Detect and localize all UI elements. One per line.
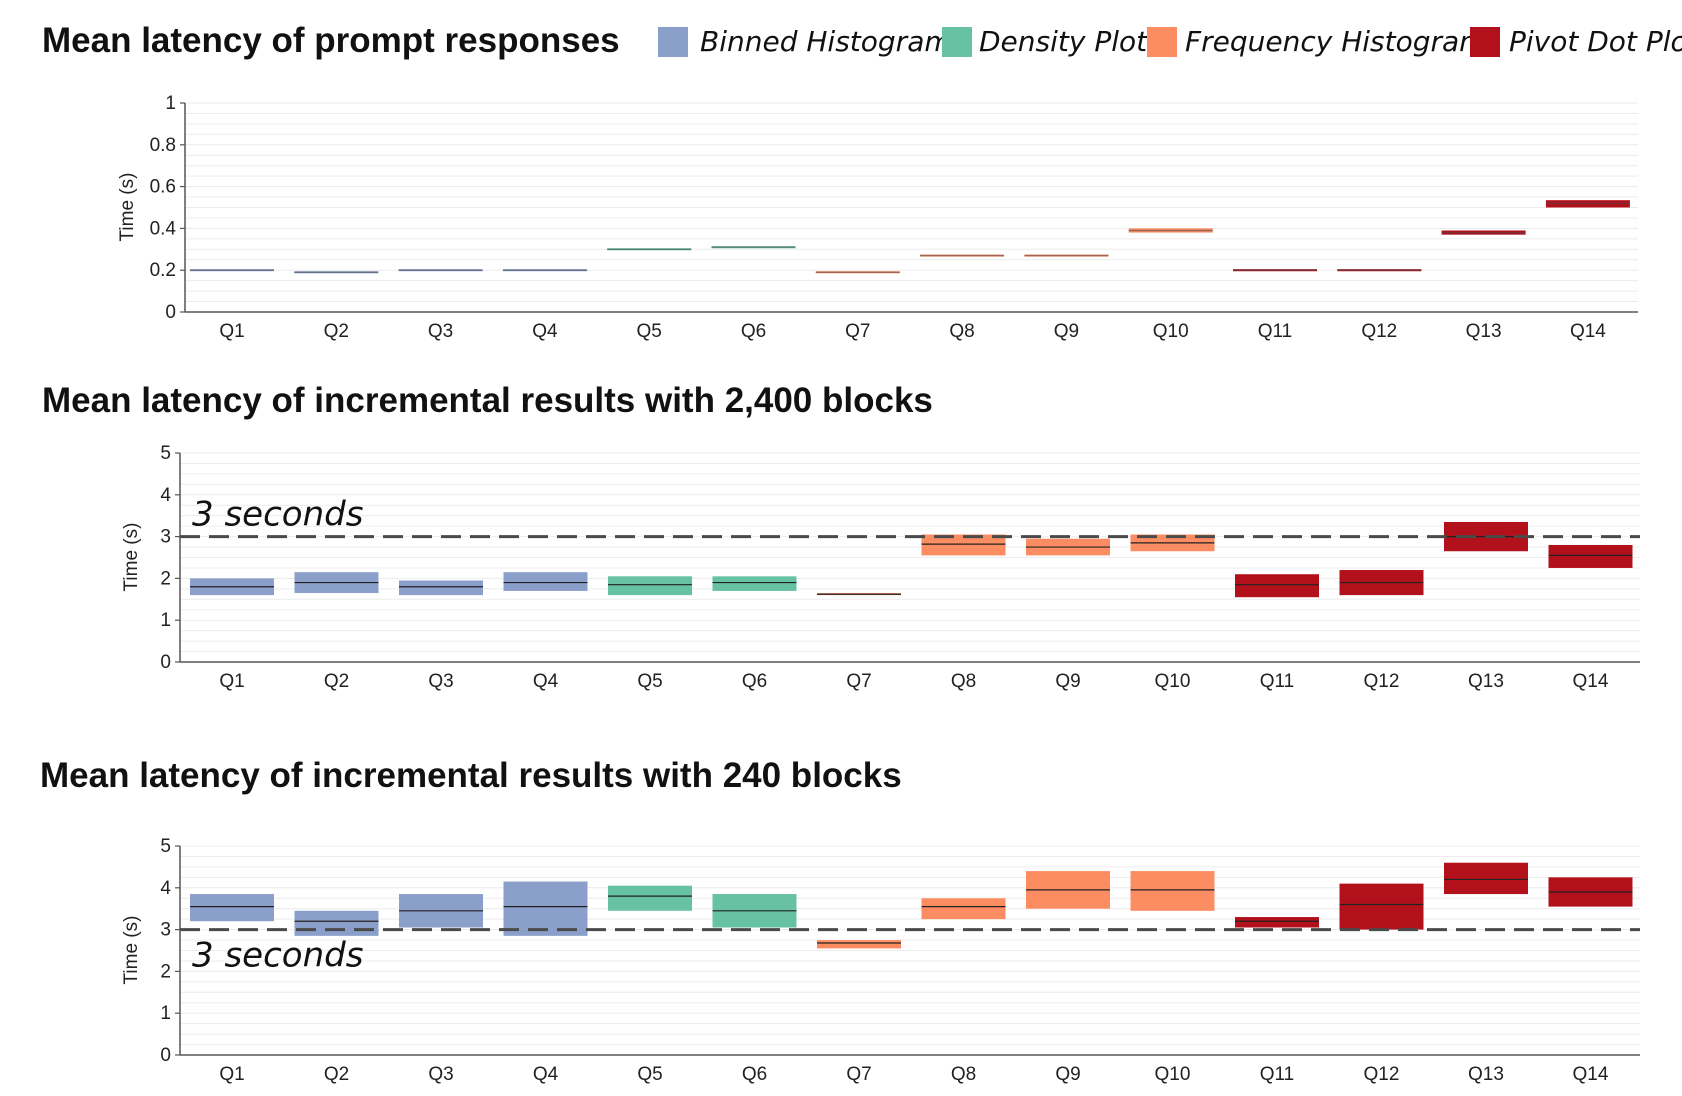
y-tick-label: 5 [160, 443, 171, 464]
y-tick-label: 5 [160, 836, 171, 857]
interval-band-q11 [1235, 574, 1319, 598]
y-tick-label: 0 [160, 652, 171, 673]
x-tick-label: Q3 [428, 1064, 453, 1085]
legend-swatch-binned [658, 27, 688, 57]
y-tick-label: 4 [160, 485, 171, 506]
y-tick-label: 0 [165, 302, 176, 323]
y-tick-label: 3 [160, 920, 171, 941]
x-tick-label: Q4 [533, 671, 559, 692]
x-tick-label: Q14 [1570, 321, 1606, 342]
x-tick-label: Q5 [637, 321, 662, 342]
x-tick-label: Q12 [1361, 321, 1397, 342]
interval-band-q2 [294, 910, 379, 936]
x-tick-label: Q10 [1153, 321, 1189, 342]
x-tick-label: Q5 [637, 671, 662, 692]
y-tick-label: 0.6 [150, 177, 176, 198]
legend-label-frequency: Frequency Histogram [1185, 25, 1486, 58]
x-tick-label: Q11 [1258, 321, 1293, 342]
x-tick-label: Q9 [1055, 1064, 1080, 1085]
y-tick-label: 1 [160, 1003, 171, 1024]
legend-swatch-density [942, 27, 972, 57]
x-tick-label: Q1 [219, 671, 244, 692]
y-tick-label: 0.8 [150, 135, 176, 156]
interval-band-q5 [608, 885, 692, 911]
interval-band-q4 [503, 881, 588, 936]
x-tick-label: Q7 [846, 1064, 871, 1085]
interval-band-q3 [399, 580, 483, 596]
plot-240-blocks: 0 1 2 3 4 5 Time (s) Q1 Q2 Q3 Q4 Q5 Q6 Q7 Q8 Q9 Q10 Q11 Q1… [121, 836, 1640, 1085]
x-tick-label: Q10 [1155, 671, 1191, 692]
x-tick-label: Q3 [428, 321, 453, 342]
y-tick-label: 2 [160, 961, 171, 982]
x-tick-label: Q2 [324, 1064, 349, 1085]
y-axis-label: Time (s) [117, 173, 138, 242]
plot-prompt-responses: 0 0.2 0.4 0.6 0.8 1 Time (s) Q1 Q2 Q3 Q4 Q5 Q6 Q7 Q8 Q9… [117, 93, 1638, 342]
x-tick-label: Q9 [1054, 321, 1079, 342]
legend-label-pivot: Pivot Dot Plot [1509, 25, 1682, 58]
x-tick-label: Q8 [949, 321, 974, 342]
x-tick-label: Q12 [1364, 671, 1400, 692]
x-tick-label: Q1 [219, 1064, 244, 1085]
x-tick-label: Q8 [951, 1064, 976, 1085]
reference-label: 3 seconds [192, 495, 363, 535]
interval-band-q5 [608, 576, 692, 596]
x-tick-label: Q7 [846, 671, 871, 692]
plot-2400-blocks: 0 1 2 3 4 5 Time (s) Q1 Q2 Q3 Q4 Q5 Q6 Q7 Q8 Q9 Q10 Q11 Q1… [121, 443, 1640, 692]
y-axis-label: Time (s) [121, 523, 142, 592]
legend-label-density: Density Plot [979, 25, 1148, 58]
x-tick-label: Q3 [428, 671, 453, 692]
y-tick-label: 0.2 [150, 260, 176, 281]
x-tick-label: Q11 [1260, 671, 1295, 692]
y-tick-label: 0 [160, 1045, 171, 1066]
legend-swatch-frequency [1147, 27, 1177, 57]
chart-title-2400: Mean latency of incremental results with… [42, 381, 933, 420]
x-tick-label: Q5 [637, 1064, 662, 1085]
y-tick-label: 4 [160, 878, 171, 899]
x-tick-label: Q11 [1260, 1064, 1295, 1085]
interval-band-q6 [712, 576, 797, 591]
x-tick-label: Q10 [1155, 1064, 1191, 1085]
interval-band-q11 [1235, 917, 1319, 928]
x-tick-label: Q13 [1468, 671, 1504, 692]
interval-band-q13 [1444, 862, 1528, 895]
x-tick-label: Q6 [741, 321, 766, 342]
x-tick-label: Q2 [324, 321, 349, 342]
y-tick-label: 1 [160, 610, 171, 631]
chart-title-prompt: Mean latency of prompt responses [42, 21, 620, 60]
y-axis-label: Time (s) [121, 916, 142, 985]
y-tick-label: 3 [160, 527, 171, 548]
interval-band-q1 [190, 894, 274, 922]
x-tick-label: Q7 [845, 321, 870, 342]
interval-band-q4 [503, 572, 588, 591]
interval-band-q10 [1130, 871, 1215, 911]
y-tick-label: 1 [165, 93, 176, 114]
x-tick-label: Q14 [1573, 671, 1609, 692]
x-tick-label: Q4 [532, 321, 558, 342]
interval-band-q8 [921, 898, 1006, 920]
interval-band-q8 [921, 534, 1006, 556]
interval-band-q12 [1339, 883, 1424, 930]
x-tick-label: Q12 [1364, 1064, 1400, 1085]
interval-band-q7 [817, 940, 901, 949]
legend: Binned Histogram Density Plot Frequency … [658, 25, 1682, 58]
chart-title-240: Mean latency of incremental results with… [40, 756, 902, 795]
x-tick-label: Q13 [1466, 321, 1502, 342]
x-tick-label: Q13 [1468, 1064, 1504, 1085]
x-tick-label: Q6 [742, 1064, 767, 1085]
x-tick-label: Q8 [951, 671, 976, 692]
y-tick-label: 2 [160, 568, 171, 589]
x-tick-label: Q14 [1573, 1064, 1609, 1085]
x-tick-label: Q6 [742, 671, 767, 692]
reference-label: 3 seconds [192, 936, 363, 976]
legend-swatch-pivot [1470, 27, 1500, 57]
x-tick-label: Q1 [219, 321, 244, 342]
y-tick-label: 0.4 [150, 218, 177, 239]
legend-label-binned: Binned Histogram [700, 25, 952, 58]
x-tick-label: Q9 [1055, 671, 1080, 692]
x-tick-label: Q2 [324, 671, 349, 692]
x-tick-label: Q4 [533, 1064, 559, 1085]
interval-band-q14 [1548, 544, 1633, 568]
